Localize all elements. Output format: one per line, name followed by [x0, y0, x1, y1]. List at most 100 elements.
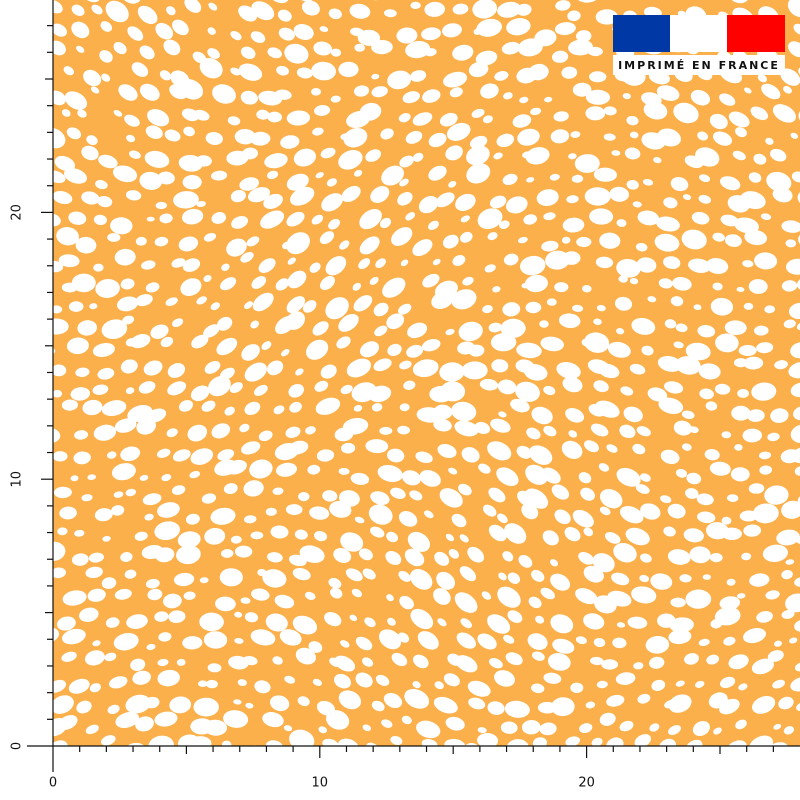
spot [728, 111, 750, 128]
spot [578, 551, 594, 565]
spot [499, 220, 510, 229]
spot [428, 132, 447, 148]
spot [399, 360, 412, 370]
spot [250, 629, 276, 646]
spot [637, 210, 660, 226]
spot [319, 26, 329, 33]
spot [320, 364, 337, 379]
spot [498, 572, 507, 581]
spot [176, 545, 201, 565]
spot [549, 173, 560, 181]
spot [765, 137, 774, 145]
spot [561, 66, 578, 79]
spot [568, 430, 578, 438]
spot [496, 133, 515, 148]
spot [371, 700, 385, 712]
spot [614, 296, 633, 311]
spot [304, 591, 316, 600]
spot [264, 153, 288, 169]
spot [272, 487, 284, 495]
spot [243, 480, 264, 497]
spot [159, 213, 173, 224]
spot [663, 256, 681, 269]
spot [403, 380, 416, 390]
spot [633, 662, 644, 670]
spot [61, 651, 77, 662]
spot [412, 681, 421, 689]
spot [593, 380, 609, 393]
spot [274, 89, 292, 100]
spot [79, 607, 99, 622]
spot [92, 342, 115, 358]
spot [314, 105, 331, 116]
spot [387, 70, 412, 90]
spot [727, 494, 739, 503]
spot [155, 547, 175, 563]
spot [774, 360, 788, 370]
spot [790, 424, 800, 444]
spot [292, 567, 311, 581]
spot [412, 112, 433, 126]
spot [70, 387, 91, 401]
spot [292, 615, 318, 635]
spot [105, 0, 129, 23]
spot [697, 325, 716, 338]
spot [190, 448, 214, 465]
spot [131, 62, 149, 77]
spot [698, 194, 712, 204]
spot [567, 10, 581, 22]
spot [410, 1, 421, 10]
spot [565, 407, 585, 423]
spot [728, 654, 749, 670]
spot [53, 509, 54, 525]
spot [40, 475, 49, 482]
spot [178, 79, 204, 100]
spot [626, 179, 639, 190]
spot [227, 116, 241, 126]
spot [693, 304, 702, 311]
spot [772, 104, 796, 123]
spot [551, 697, 575, 717]
spot [76, 45, 85, 53]
spot [575, 588, 598, 605]
spot [431, 290, 454, 309]
spot [182, 174, 202, 190]
spot [341, 442, 356, 454]
spot [487, 614, 511, 634]
spot [70, 475, 79, 482]
spot [479, 378, 499, 391]
spot [330, 587, 343, 599]
spot [619, 506, 644, 524]
spot [556, 361, 581, 379]
spot [113, 109, 123, 117]
spot [737, 388, 749, 398]
spot [288, 440, 309, 455]
spot [53, 427, 61, 444]
spot [587, 46, 603, 57]
spot [245, 702, 254, 709]
spot [368, 504, 393, 525]
spot [188, 736, 212, 746]
spot [262, 569, 287, 588]
spot [689, 546, 711, 564]
spot [320, 276, 335, 290]
spot [410, 608, 434, 630]
spot [53, 260, 64, 273]
spot [445, 533, 455, 542]
spot [785, 593, 800, 613]
spot [53, 740, 68, 746]
spot [455, 655, 478, 673]
spot [262, 712, 284, 728]
spot [735, 719, 747, 730]
spot [63, 168, 88, 184]
spot [695, 147, 720, 167]
spot [58, 715, 78, 730]
spot [555, 0, 571, 11]
spot [543, 385, 556, 396]
spot [219, 568, 243, 587]
spot [328, 577, 342, 589]
spot [612, 637, 627, 649]
spot [98, 154, 118, 169]
spot [401, 715, 412, 725]
spot [166, 6, 176, 16]
